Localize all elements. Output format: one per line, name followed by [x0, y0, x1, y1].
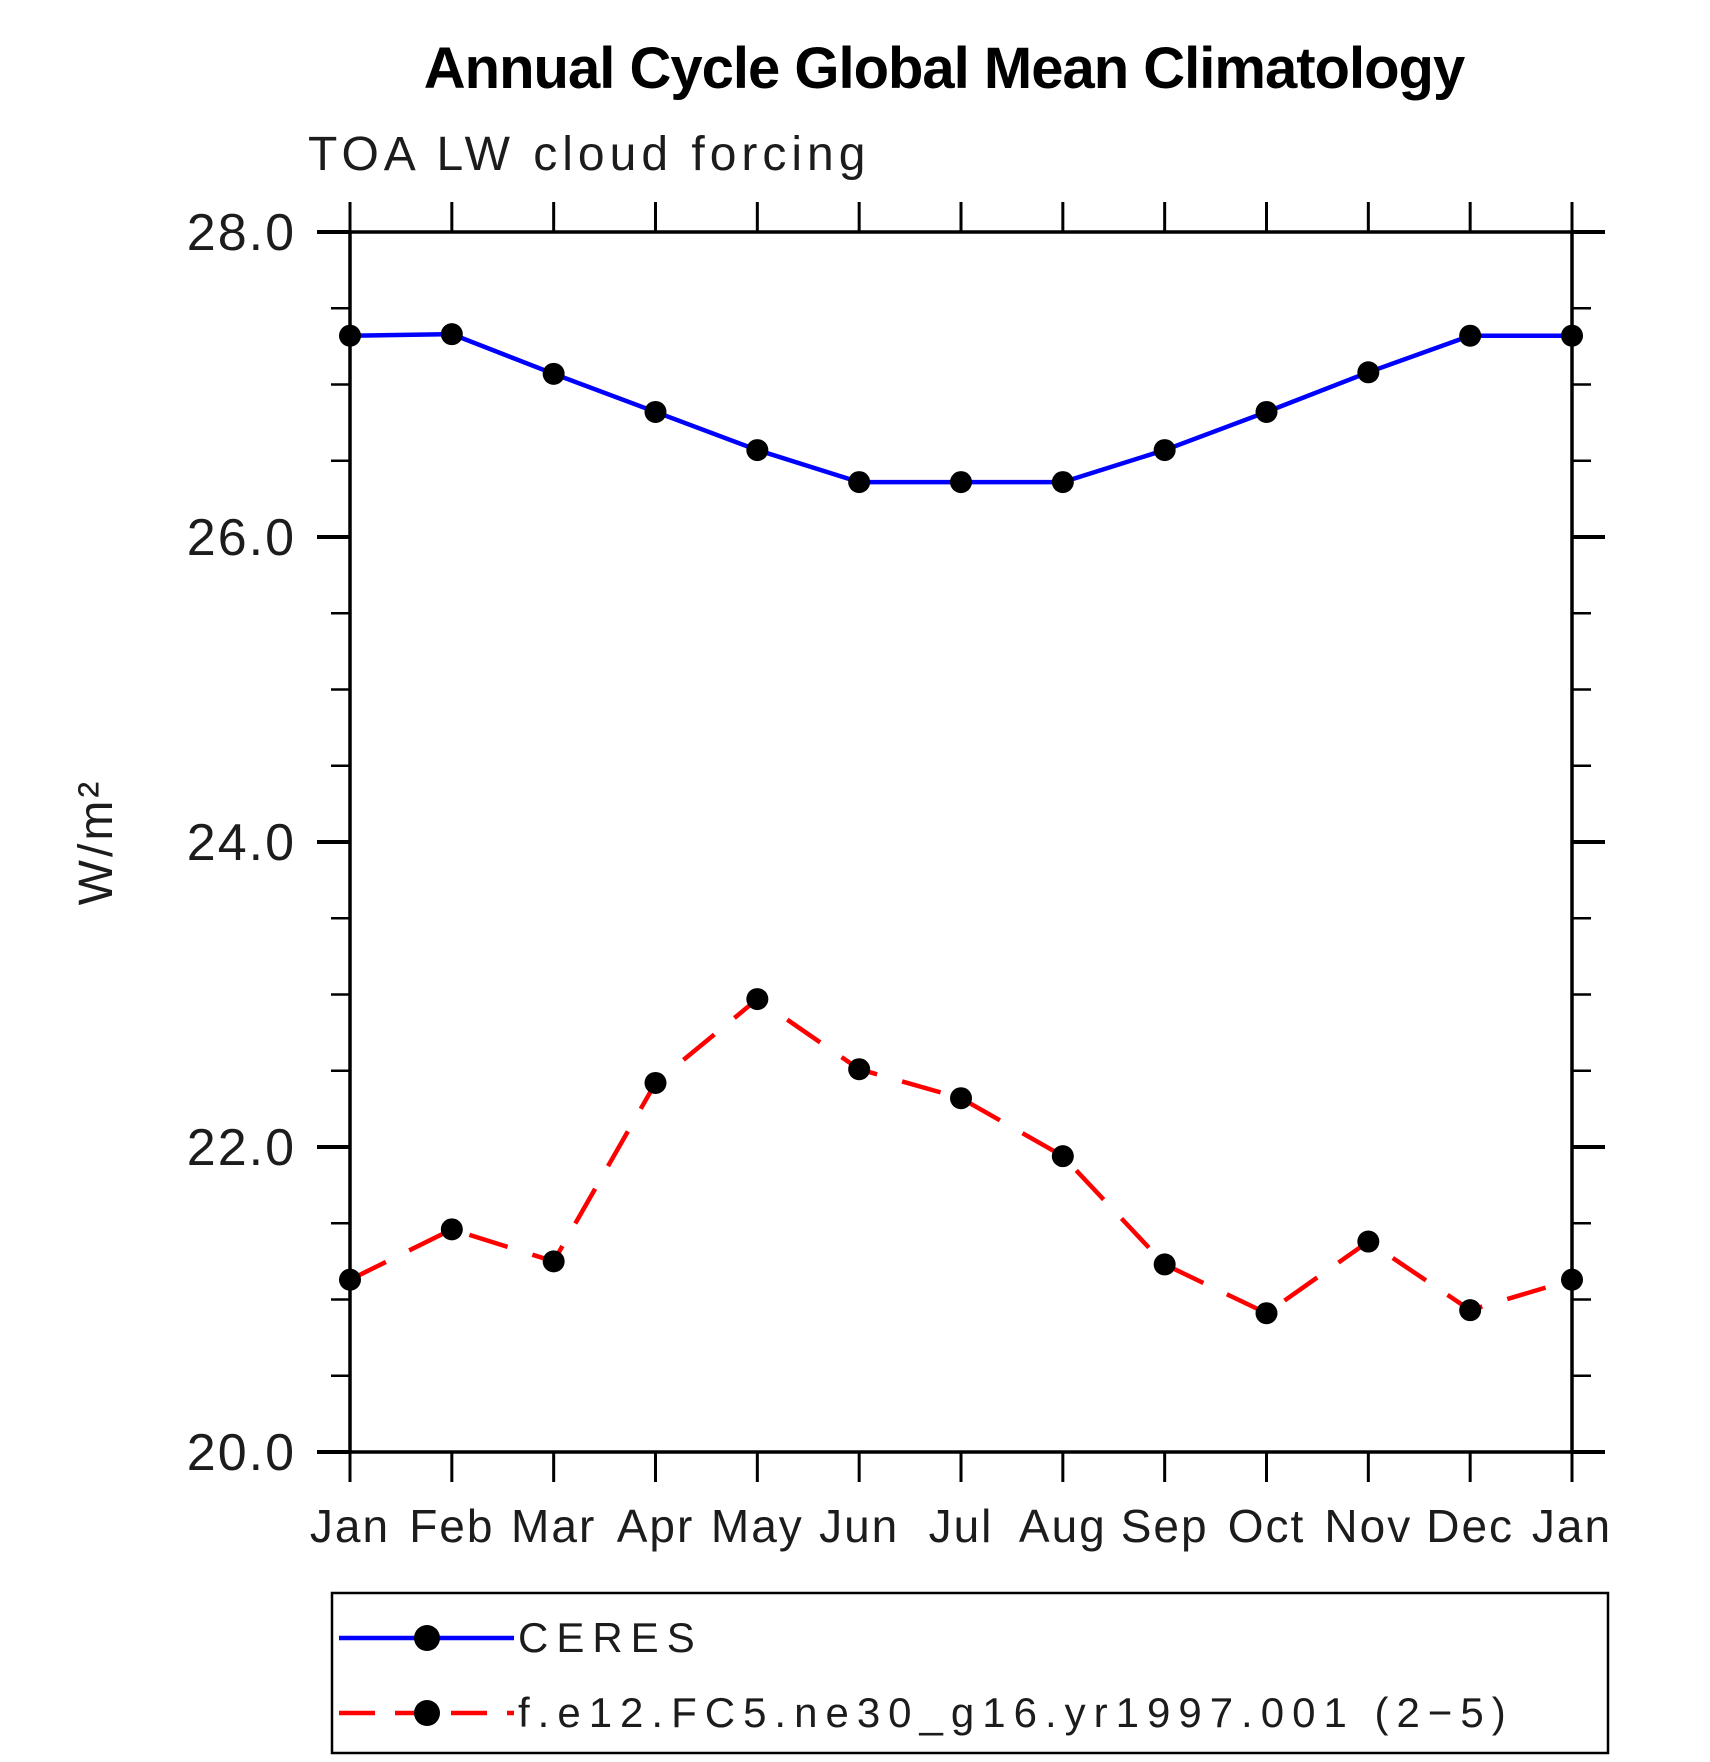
y-tick-label: 28.0 [187, 204, 296, 262]
x-tick-label: Mar [511, 1500, 596, 1552]
data-point-marker [848, 1058, 871, 1081]
data-point-marker [644, 1071, 667, 1094]
x-tick-label: Sep [1121, 1500, 1209, 1552]
y-axis-title: W/m² [70, 779, 123, 906]
data-point-marker [440, 1218, 463, 1241]
plot-frame [348, 230, 1574, 1454]
data-point-marker [746, 988, 769, 1011]
data-point-marker [950, 1087, 972, 1110]
data-point-marker [1051, 1145, 1074, 1168]
data-point-marker [1153, 1253, 1176, 1276]
data-point-marker [1357, 1230, 1380, 1253]
series-line [349, 996, 1573, 1316]
x-tick-label: May [711, 1500, 804, 1552]
x-tick-label: Nov [1324, 1500, 1412, 1552]
x-tick-labels: Jan Feb Mar Apr May Jun Jul Aug Sep Oct Nov Dec Jan [310, 1500, 1612, 1552]
y-axis-ticks [317, 230, 1605, 1454]
y-tick-label: 22.0 [187, 1119, 296, 1177]
legend-label-model: f.e12.FC5.ne30_g16.yr1997.001 (2−5) [518, 1689, 1514, 1736]
series-model [339, 988, 1583, 1325]
data-point-marker [644, 400, 667, 423]
data-point-marker [1357, 361, 1380, 384]
y-tick-label: 26.0 [187, 509, 296, 567]
legend: CERES f.e12.FC5.ne30_g16.yr1997.001 (2−5… [330, 1591, 1610, 1755]
plot-border [348, 230, 1574, 1454]
data-point-marker [1255, 400, 1278, 423]
data-point-marker [848, 471, 871, 494]
data-point-marker [542, 1250, 565, 1273]
y-tick-label: 20.0 [187, 1424, 296, 1482]
data-point-marker [1459, 1299, 1482, 1322]
chart-title: Annual Cycle Global Mean Climatology [424, 36, 1465, 101]
data-point-marker [1051, 471, 1074, 494]
series-ceres [339, 323, 1583, 494]
legend-marker-ceres-icon [414, 1625, 440, 1651]
data-point-marker [1153, 439, 1176, 462]
x-tick-label: Jul [929, 1500, 994, 1552]
x-axis-ticks [348, 202, 1574, 1482]
chart-subtitle: TOA LW cloud forcing [308, 128, 870, 181]
data-point-marker [1459, 324, 1482, 347]
x-tick-label: Jan [310, 1500, 390, 1552]
data-point-marker [1255, 1302, 1278, 1325]
data-point-marker [339, 1268, 361, 1291]
data-point-marker [1561, 324, 1583, 347]
x-tick-label: Aug [1019, 1500, 1107, 1552]
data-point-marker [440, 323, 463, 346]
legend-marker-model-icon [414, 1700, 440, 1726]
data-point-marker [746, 439, 769, 462]
x-tick-label: Oct [1228, 1500, 1306, 1552]
data-series [339, 323, 1583, 1325]
data-point-marker [339, 324, 361, 347]
legend-label-ceres: CERES [518, 1614, 703, 1661]
y-tick-labels: 20.0 22.0 24.0 26.0 28.0 [187, 204, 296, 1482]
x-tick-label: Jan [1532, 1500, 1612, 1552]
series-line [349, 331, 1572, 485]
data-point-marker [542, 362, 565, 385]
x-tick-label: Feb [409, 1500, 494, 1552]
y-tick-label: 24.0 [187, 814, 296, 872]
data-point-marker [950, 471, 972, 494]
x-tick-label: Apr [617, 1500, 695, 1552]
x-tick-label: Jun [819, 1500, 899, 1552]
data-point-marker [1561, 1268, 1583, 1291]
x-tick-label: Dec [1426, 1500, 1514, 1552]
legend-box [330, 1591, 1610, 1755]
